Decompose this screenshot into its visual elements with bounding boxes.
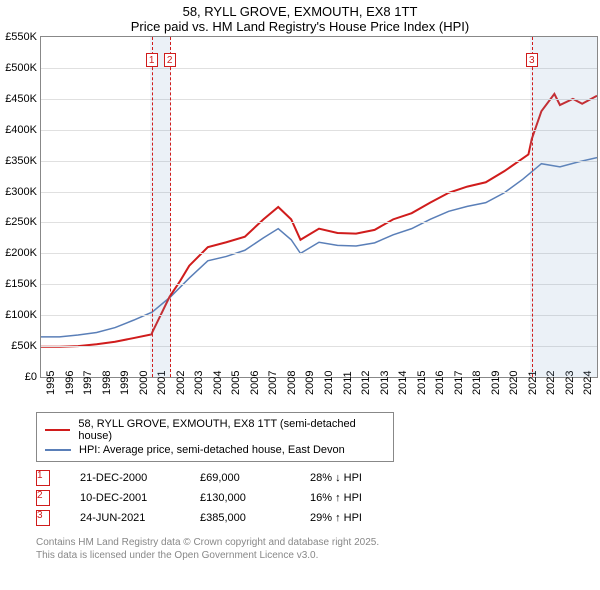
x-tick-label: 2014 — [397, 371, 409, 395]
x-tick-label: 2004 — [212, 371, 224, 395]
marker-date: 24-JUN-2021 — [80, 512, 170, 524]
x-tick-label: 2020 — [508, 371, 520, 395]
y-tick-label: £150K — [1, 278, 37, 290]
x-tick-label: 2017 — [453, 371, 465, 395]
x-tick-label: 2003 — [193, 371, 205, 395]
gridline-h — [41, 99, 597, 100]
x-tick-label: 2002 — [175, 371, 187, 395]
marker-badge: 2 — [36, 490, 50, 506]
gridline-h — [41, 284, 597, 285]
x-tick-label: 2009 — [304, 371, 316, 395]
y-tick-label: £300K — [1, 186, 37, 198]
x-tick-label: 2016 — [434, 371, 446, 395]
gridline-h — [41, 315, 597, 316]
series-line — [41, 158, 597, 337]
x-tick-label: 2011 — [342, 371, 354, 395]
title-block: 58, RYLL GROVE, EXMOUTH, EX8 1TT Price p… — [0, 0, 600, 36]
x-tick-label: 1998 — [101, 371, 113, 395]
legend-label: 58, RYLL GROVE, EXMOUTH, EX8 1TT (semi-d… — [78, 418, 385, 442]
x-tick-label: 1999 — [119, 371, 131, 395]
y-tick-label: £0 — [1, 371, 37, 383]
gridline-h — [41, 130, 597, 131]
x-tick-label: 2008 — [286, 371, 298, 395]
x-tick-label: 2018 — [471, 371, 483, 395]
title-line-2: Price paid vs. HM Land Registry's House … — [0, 19, 600, 34]
x-tick-label: 2013 — [379, 371, 391, 395]
x-tick-label: 2015 — [416, 371, 428, 395]
y-tick-label: £400K — [1, 124, 37, 136]
y-tick-label: £450K — [1, 93, 37, 105]
y-tick-label: £250K — [1, 216, 37, 228]
marker-row: 3 24-JUN-2021 £385,000 29% ↑ HPI — [36, 508, 600, 528]
y-tick-label: £100K — [1, 309, 37, 321]
marker-badge: 1 — [36, 470, 50, 486]
title-line-1: 58, RYLL GROVE, EXMOUTH, EX8 1TT — [0, 4, 600, 19]
gridline-h — [41, 222, 597, 223]
marker-date: 21-DEC-2000 — [80, 472, 170, 484]
legend-swatch — [45, 429, 70, 431]
x-tick-label: 2000 — [138, 371, 150, 395]
series-line — [41, 94, 597, 347]
legend-row: 58, RYLL GROVE, EXMOUTH, EX8 1TT (semi-d… — [45, 417, 385, 443]
marker-chart-badge: 3 — [526, 53, 538, 67]
footer-line-1: Contains HM Land Registry data © Crown c… — [36, 536, 600, 549]
gridline-h — [41, 346, 597, 347]
x-tick-label: 1995 — [45, 371, 57, 395]
marker-chart-badge: 1 — [146, 53, 158, 67]
x-tick-label: 1996 — [64, 371, 76, 395]
legend-box: 58, RYLL GROVE, EXMOUTH, EX8 1TT (semi-d… — [36, 412, 394, 462]
marker-price: £385,000 — [200, 512, 280, 524]
marker-row: 1 21-DEC-2000 £69,000 28% ↓ HPI — [36, 468, 600, 488]
x-tick-label: 1997 — [82, 371, 94, 395]
chart-container: 58, RYLL GROVE, EXMOUTH, EX8 1TT Price p… — [0, 0, 600, 562]
gridline-h — [41, 161, 597, 162]
marker-hpi: 29% ↑ HPI — [310, 512, 390, 524]
marker-line — [532, 37, 533, 377]
y-tick-label: £550K — [1, 31, 37, 43]
highlight-band — [150, 37, 170, 377]
highlight-band — [530, 37, 597, 377]
x-tick-label: 2019 — [490, 371, 502, 395]
gridline-h — [41, 253, 597, 254]
chart-area: £0£50K£100K£150K£200K£250K£300K£350K£400… — [40, 36, 598, 378]
marker-badge: 3 — [36, 510, 50, 526]
legend-row: HPI: Average price, semi-detached house,… — [45, 443, 385, 457]
marker-price: £69,000 — [200, 472, 280, 484]
x-tick-label: 2006 — [249, 371, 261, 395]
x-tick-label: 2005 — [230, 371, 242, 395]
x-tick-label: 2007 — [267, 371, 279, 395]
marker-hpi: 28% ↓ HPI — [310, 472, 390, 484]
marker-row: 2 10-DEC-2001 £130,000 16% ↑ HPI — [36, 488, 600, 508]
x-tick-label: 2010 — [323, 371, 335, 395]
gridline-h — [41, 192, 597, 193]
marker-table: 1 21-DEC-2000 £69,000 28% ↓ HPI 2 10-DEC… — [36, 468, 600, 528]
y-tick-label: £200K — [1, 247, 37, 259]
legend-swatch — [45, 449, 71, 451]
legend-label: HPI: Average price, semi-detached house,… — [79, 444, 345, 456]
gridline-h — [41, 68, 597, 69]
marker-hpi: 16% ↑ HPI — [310, 492, 390, 504]
marker-chart-badge: 2 — [164, 53, 176, 67]
footer-line-2: This data is licensed under the Open Gov… — [36, 549, 600, 562]
marker-price: £130,000 — [200, 492, 280, 504]
y-tick-label: £50K — [1, 340, 37, 352]
y-tick-label: £350K — [1, 155, 37, 167]
marker-date: 10-DEC-2001 — [80, 492, 170, 504]
footer: Contains HM Land Registry data © Crown c… — [36, 536, 600, 562]
chart-svg — [41, 37, 597, 377]
x-tick-label: 2012 — [360, 371, 372, 395]
y-tick-label: £500K — [1, 62, 37, 74]
marker-line — [170, 37, 171, 377]
marker-line — [152, 37, 153, 377]
